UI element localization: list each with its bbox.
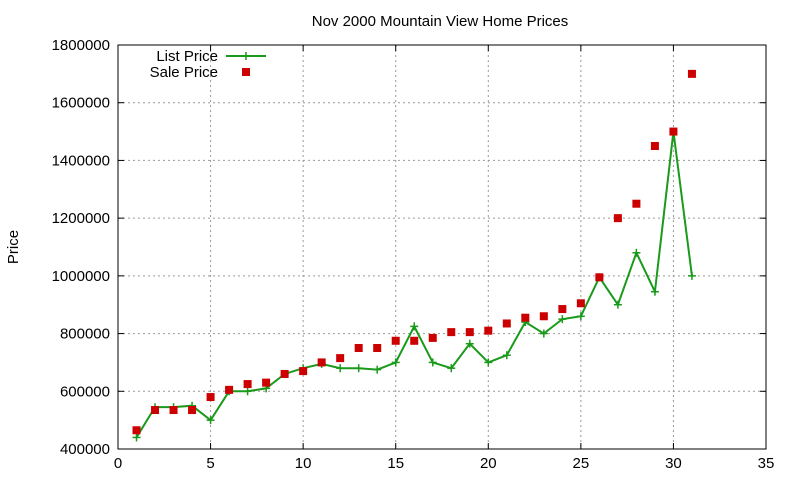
list-price-point	[410, 322, 419, 331]
list-price-point	[428, 358, 437, 367]
sale-price-point	[484, 326, 493, 335]
y-tick-label: 1200000	[52, 210, 110, 227]
sale-price-point	[132, 426, 141, 435]
sale-price-point	[669, 127, 678, 136]
sale-price-point	[206, 393, 215, 402]
y-axis-label: Price	[5, 230, 22, 264]
sale-price-point	[613, 214, 622, 223]
sale-price-point	[595, 273, 604, 282]
list-price-point	[576, 312, 585, 321]
x-tick-label: 20	[480, 455, 497, 472]
y-tick-label: 600000	[60, 383, 110, 400]
list-price-point	[539, 329, 548, 338]
x-tick-label: 15	[387, 455, 404, 472]
list-price-point	[650, 287, 659, 296]
x-tick-label: 35	[758, 455, 775, 472]
sale-price-point	[151, 406, 160, 415]
list-price-point	[465, 339, 474, 348]
sale-price-point	[650, 142, 659, 150]
chart-title: Nov 2000 Mountain View Home Prices	[312, 13, 569, 30]
sale-price-point	[354, 344, 363, 352]
x-tick-label: 10	[295, 455, 312, 472]
legend-label-sale-price: Sale Price	[150, 64, 218, 81]
sale-price-point	[447, 328, 456, 337]
y-tick-label: 1800000	[52, 37, 110, 54]
y-tick-label: 400000	[60, 441, 110, 458]
list-price-point	[502, 351, 511, 360]
sale-price-point	[299, 367, 308, 376]
list-price-point	[484, 358, 493, 367]
sale-price-point	[336, 354, 345, 363]
grid-lines	[118, 45, 766, 449]
list-price-point	[632, 248, 641, 257]
y-tick-label: 1600000	[52, 95, 110, 112]
list-price-point	[391, 358, 400, 367]
plot-frame	[117, 44, 767, 450]
sale-price-point	[225, 385, 234, 394]
sale-price-point	[632, 199, 641, 208]
sale-price-point	[169, 406, 178, 415]
sale-price-point	[410, 336, 419, 345]
legend-label-list-price: List Price	[156, 48, 218, 65]
list-price-point	[373, 365, 382, 374]
list-price-point	[613, 300, 622, 309]
x-tick-label: 25	[573, 455, 590, 472]
sale-price-point	[262, 378, 271, 387]
y-tick-label: 1400000	[52, 152, 110, 169]
axis-ticks: 0 5 10 15 20 25 30 35 400000 600000 800000 1000000 1…	[52, 37, 775, 472]
plot-area	[132, 69, 696, 442]
y-tick-label: 1000000	[52, 268, 110, 285]
x-tick-label: 30	[665, 455, 682, 472]
list-price-point	[336, 364, 345, 373]
sale-price-point	[243, 380, 252, 389]
legend-marker-sale-price	[242, 68, 250, 76]
x-tick-label: 5	[206, 455, 214, 472]
sale-price-point	[373, 344, 382, 352]
sale-price-point	[539, 312, 548, 321]
list-price-point	[447, 364, 456, 373]
sale-price-point	[558, 305, 567, 314]
sale-price-point	[428, 333, 437, 342]
sale-price-point	[391, 336, 400, 345]
legend-marker-list-price	[242, 52, 250, 60]
sale-price-point	[502, 319, 511, 328]
sale-price-point	[576, 299, 585, 308]
list-price-point	[687, 271, 696, 280]
sale-price-point	[465, 328, 474, 337]
x-tick-label: 0	[114, 455, 122, 472]
sale-price-point	[188, 406, 197, 415]
sale-price-point	[317, 358, 326, 367]
list-price-point	[243, 387, 252, 396]
sale-price-point	[280, 369, 289, 378]
sale-price-point	[521, 313, 530, 322]
list-price-point	[354, 364, 363, 373]
y-tick-label: 800000	[60, 326, 110, 343]
list-price-point	[558, 315, 567, 324]
list-price-point	[132, 433, 141, 442]
sale-price-point	[687, 69, 696, 78]
list-price-point	[206, 416, 215, 425]
